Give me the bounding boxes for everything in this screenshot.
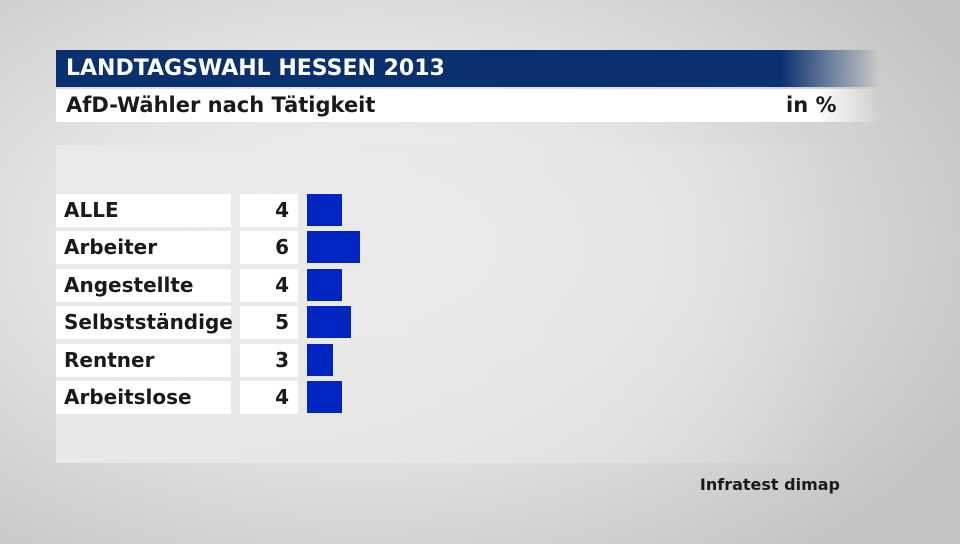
value-label: 4 bbox=[240, 381, 298, 414]
value-label: 4 bbox=[240, 194, 298, 227]
chart-title: AfD-Wähler nach Tätigkeit bbox=[56, 89, 880, 122]
bar bbox=[307, 194, 342, 226]
unit-label: in % bbox=[786, 93, 837, 117]
source-label: Infratest dimap bbox=[699, 475, 840, 494]
chart-header: LANDTAGSWAHL HESSEN 2013 bbox=[56, 50, 880, 87]
category-label: Rentner bbox=[56, 344, 231, 377]
bar bbox=[307, 381, 342, 413]
chart-panel bbox=[56, 145, 836, 463]
value-label: 6 bbox=[240, 231, 298, 264]
category-label: Arbeitslose bbox=[56, 381, 231, 414]
bar bbox=[307, 269, 342, 301]
value-label: 3 bbox=[240, 344, 298, 377]
bar bbox=[307, 231, 360, 263]
value-label: 5 bbox=[240, 306, 298, 339]
bar bbox=[307, 344, 333, 376]
bar bbox=[307, 306, 351, 338]
value-label: 4 bbox=[240, 269, 298, 302]
category-label: Selbstständige bbox=[56, 306, 233, 339]
category-label: Arbeiter bbox=[56, 231, 231, 264]
category-label: Angestellte bbox=[56, 269, 231, 302]
category-label: ALLE bbox=[56, 194, 231, 227]
